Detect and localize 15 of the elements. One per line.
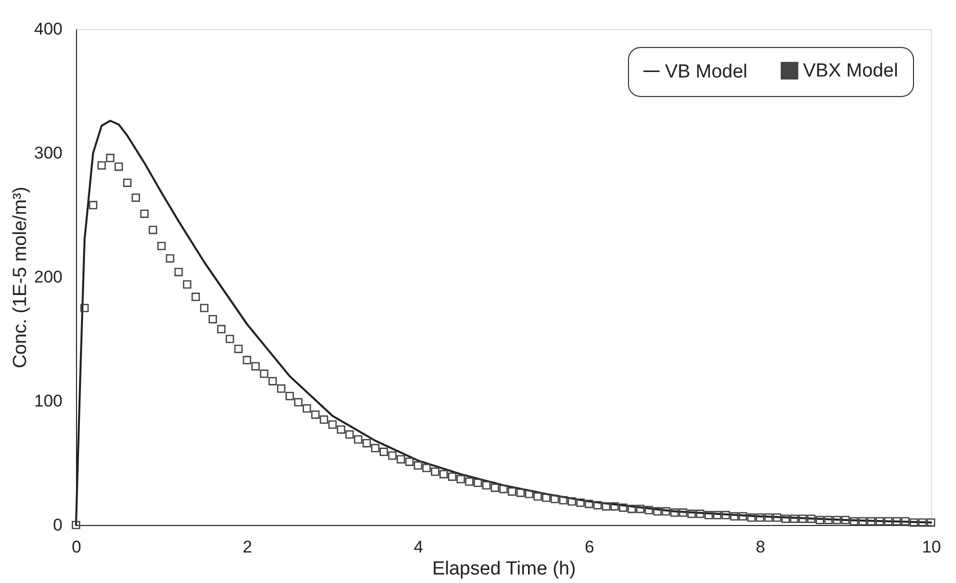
y-tick-label: 300 [34,144,62,162]
x-axis-title: Elapsed Time (h) [432,558,576,580]
x-tick-label: 8 [756,538,766,556]
x-tick-label: 10 [922,538,941,556]
x-tick-label: 0 [72,538,82,556]
y-axis-title: Conc. (1E-5 mole/m³) [10,186,32,368]
y-tick-label: 200 [34,268,62,286]
y-tick-label: 0 [53,516,62,534]
x-tick-label: 6 [584,538,594,556]
x-tick-label: 2 [242,538,252,556]
y-tick-label: 400 [34,20,62,38]
x-tick-label: 4 [414,538,424,556]
legend-label: VB Model [665,61,748,82]
legend-label: VBX Model [803,60,898,82]
y-tick-label: 100 [34,392,62,410]
